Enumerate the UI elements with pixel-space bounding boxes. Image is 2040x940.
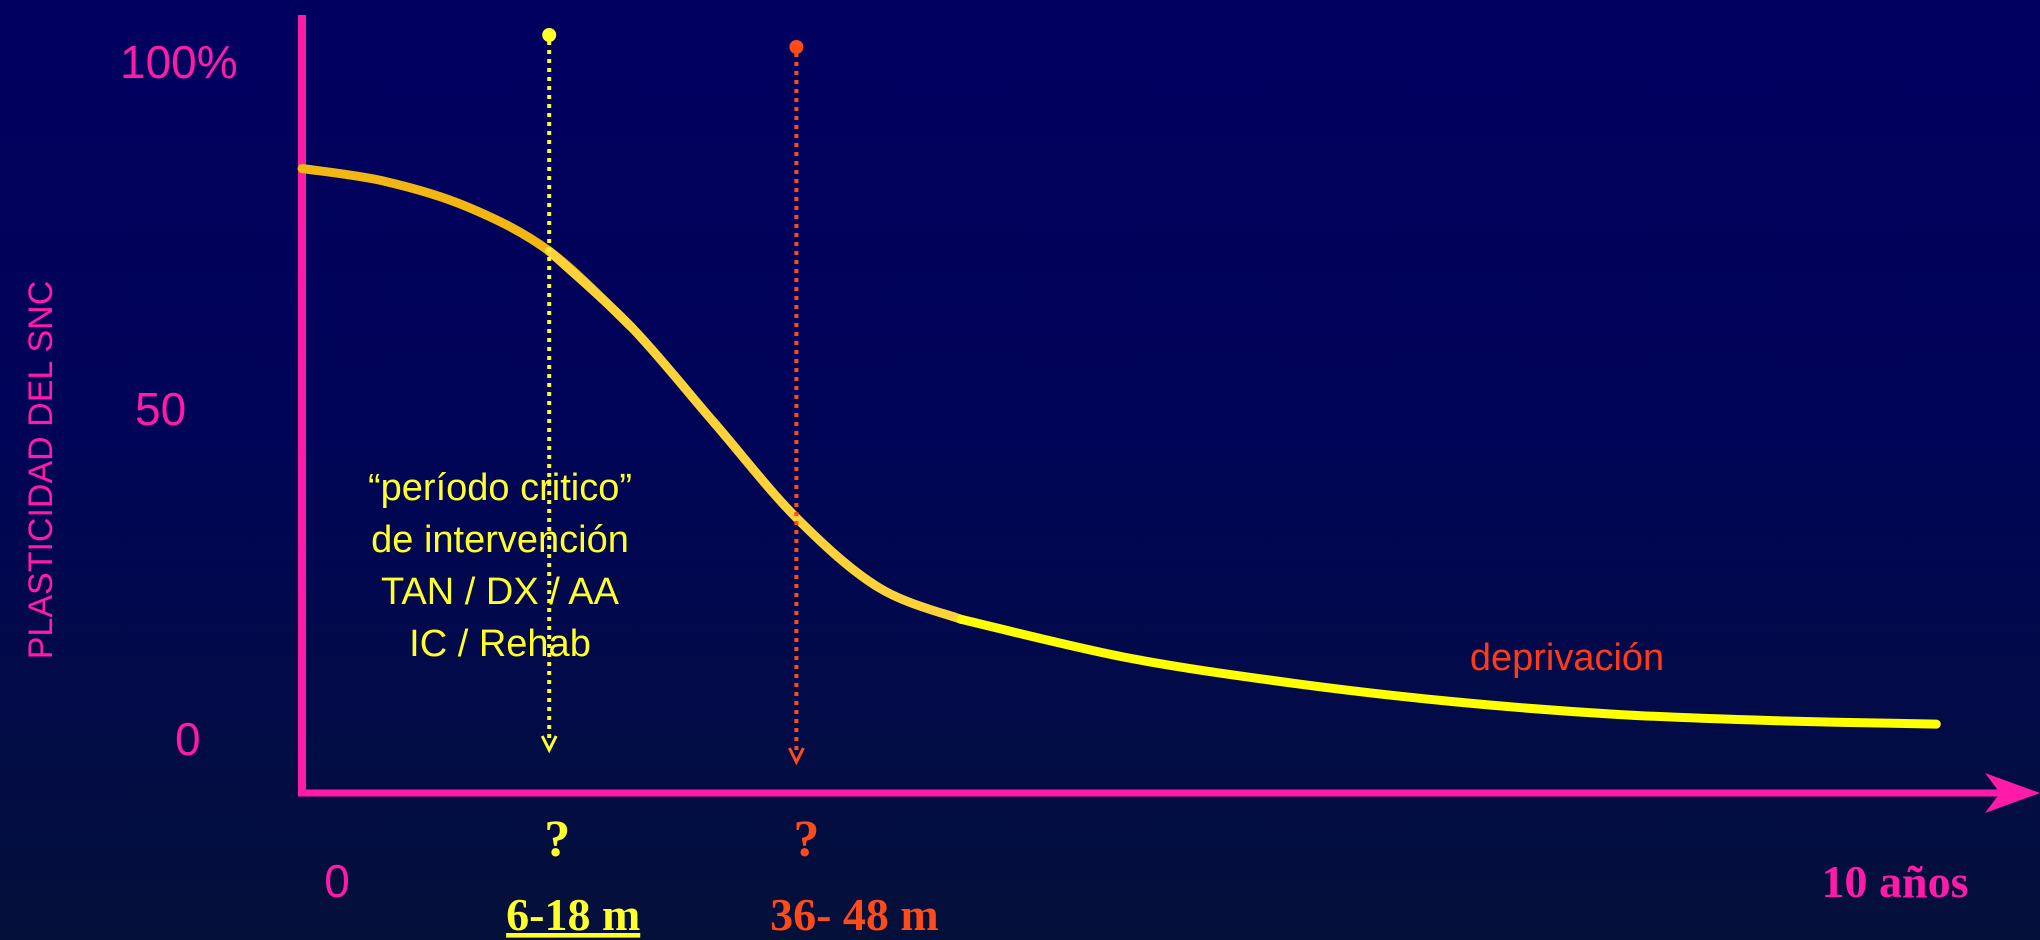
y-axis-label: PLASTICIDAD DEL SNC [22, 281, 60, 660]
marker-arrowhead [788, 747, 805, 766]
deprivation-label: deprivación [1470, 637, 1664, 679]
curve-segment-early [297, 164, 637, 332]
critical-period-line-4: IC / Rehab [409, 623, 591, 665]
x-tick-end: 10 años [1822, 856, 1969, 907]
curve-segment-mid [544, 246, 966, 624]
critical-period-line-3: TAN / DX / AA [381, 571, 620, 613]
curve-segment-late [956, 614, 1941, 729]
marker-top-dot [542, 28, 557, 42]
x-axis-arrowhead [1985, 773, 2040, 813]
marker-question-mark: ? [793, 811, 819, 868]
marker-arrowhead [540, 735, 558, 754]
marker-age-label: 36- 48 m [770, 889, 939, 940]
critical-period-line-1: “período critico” [368, 467, 632, 509]
y-tick-0: 0 [175, 713, 201, 765]
marker-top-dot [789, 40, 804, 54]
critical-period-line-2: de intervención [371, 519, 629, 561]
y-tick-100: 100% [120, 36, 238, 88]
x-tick-start: 0 [324, 855, 350, 907]
marker-age-label: 6-18 m [506, 889, 640, 940]
y-tick-50: 50 [135, 383, 186, 435]
marker-question-mark: ? [544, 811, 570, 868]
age-markers: ? 6-18 m? 36- 48 m [506, 28, 939, 940]
plasticity-curve [297, 164, 1941, 729]
